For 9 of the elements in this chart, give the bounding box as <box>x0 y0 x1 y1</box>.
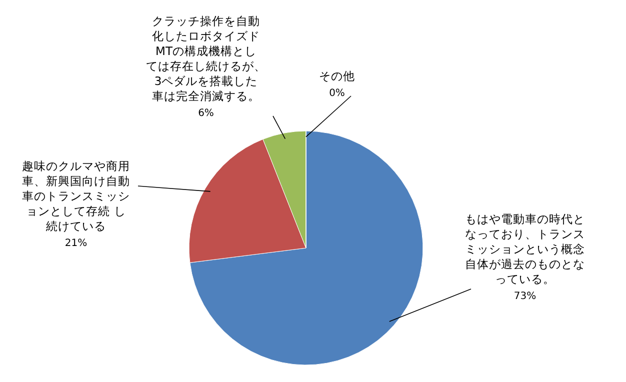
data-label: 73% <box>514 291 536 302</box>
slice-label: クラッチ操作を自動化したロボタイズドMTの構成機構としては存在し続けるが、3ペダルを搭載した車は完全消滅する。 <box>146 14 266 103</box>
data-label: 21% <box>64 238 88 249</box>
slice-label: もはや電動車の時代となっており、トランスミッションという概念自体が過去のものとなっている。 <box>465 212 585 286</box>
text: 0% <box>329 88 345 99</box>
data-label: 6% <box>198 108 214 119</box>
pie-slice <box>190 130 424 366</box>
category-label: その他 <box>319 69 355 83</box>
slice-label: 趣味のクルマや商用車、新興国向け自動車のトランスミッションとして存続 し続けている <box>22 159 130 233</box>
